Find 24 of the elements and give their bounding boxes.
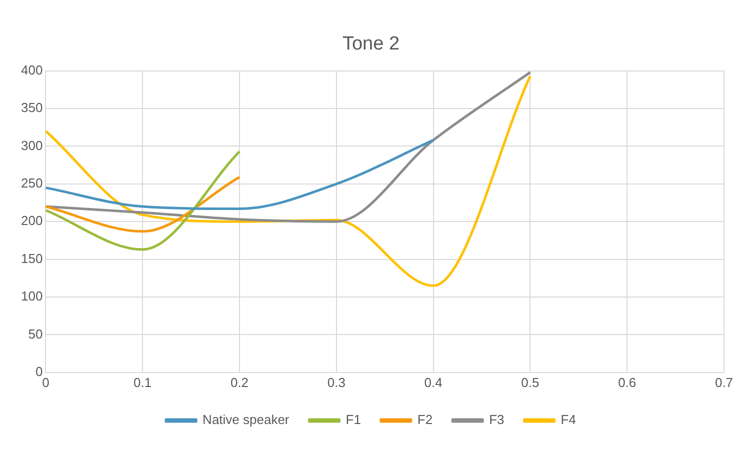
y-tick-label: 300 [20, 138, 43, 153]
x-tick-label: 0.6 [618, 374, 636, 390]
y-tick-label: 350 [20, 100, 43, 116]
line-series [46, 71, 532, 223]
y-tick-label: 100 [20, 288, 43, 304]
x-tick-label: 0.3 [327, 374, 346, 390]
y-tick-label: 0 [35, 364, 43, 379]
line-series [46, 138, 435, 210]
chart-title: Tone 2 [342, 34, 400, 55]
y-tick-label: 400 [20, 62, 43, 78]
x-tick-label: 0.2 [230, 374, 249, 390]
x-tick-label: 0.5 [521, 374, 540, 390]
legend-label: Native speaker [202, 412, 290, 428]
y-tick-label: 150 [20, 250, 43, 266]
y-tick-label: 200 [20, 213, 43, 228]
legend-label: F4 [560, 412, 576, 428]
y-tick-label: 250 [20, 175, 43, 190]
x-tick-label: 0.7 [714, 374, 734, 390]
x-tick-label: 0.1 [134, 374, 152, 390]
x-tick-label: 0.4 [424, 374, 442, 390]
y-tick-label: 50 [28, 326, 43, 342]
legend-label: F1 [346, 412, 361, 428]
legend-label: F3 [489, 412, 504, 428]
legend-label: F2 [417, 412, 433, 428]
